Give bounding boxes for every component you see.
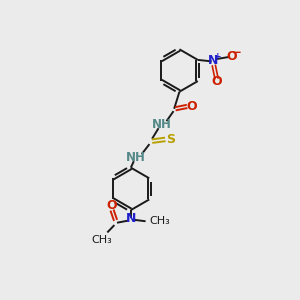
Text: +: +: [214, 52, 222, 61]
Text: O: O: [211, 76, 222, 88]
Text: N: N: [126, 212, 136, 225]
Text: O: O: [107, 199, 117, 212]
Text: O: O: [226, 50, 237, 63]
Text: S: S: [166, 133, 175, 146]
Text: N: N: [208, 54, 218, 67]
Text: O: O: [187, 100, 197, 113]
Text: CH₃: CH₃: [92, 235, 112, 244]
Text: CH₃: CH₃: [150, 216, 170, 226]
Text: NH: NH: [126, 151, 146, 164]
Text: NH: NH: [152, 118, 171, 131]
Text: −: −: [232, 46, 242, 59]
